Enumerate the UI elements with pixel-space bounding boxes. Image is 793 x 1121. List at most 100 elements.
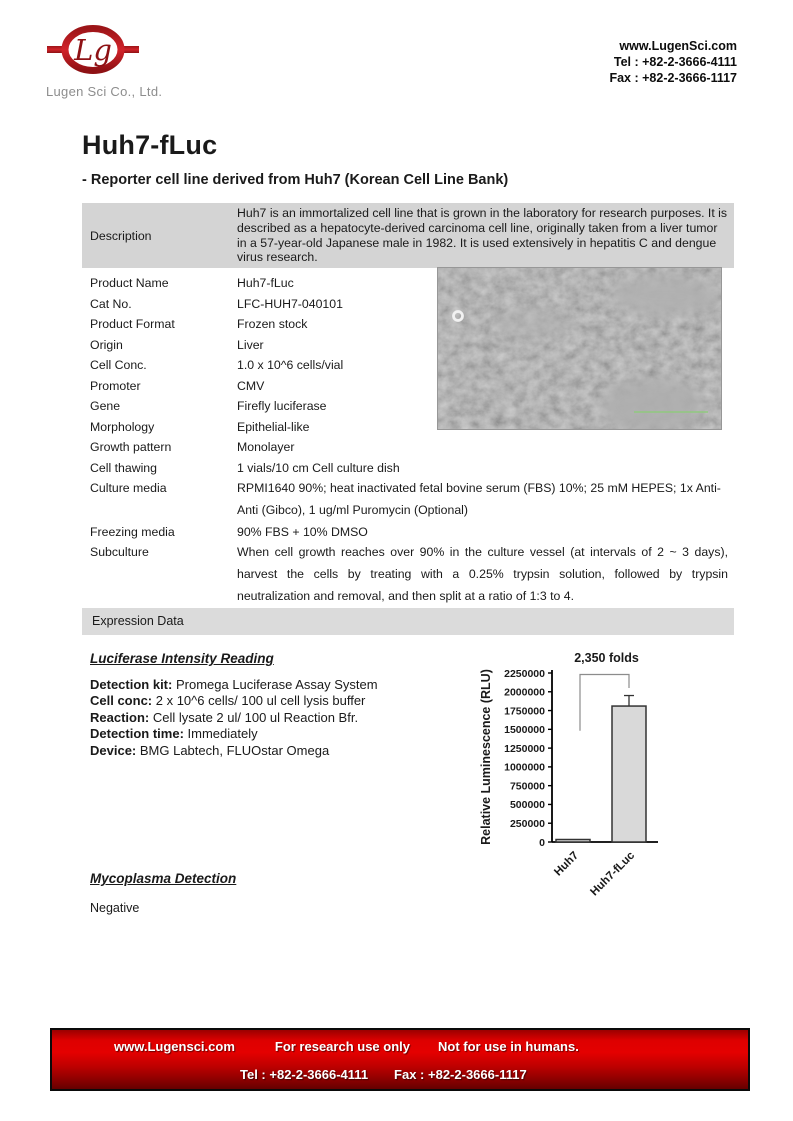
y-axis-title: Relative Luminescence (RLU) <box>479 669 493 845</box>
footer-bar: www.Lugensci.com For research use only Not… <box>50 1028 750 1091</box>
row-label: Cell thawing <box>90 460 157 475</box>
row-label: Gene <box>90 399 121 414</box>
table-row: Cell thawing 1 vials/10 cm Cell culture d… <box>82 458 734 479</box>
table-row: Product Name Huh7-fLuc <box>82 273 734 294</box>
detail-value: Promega Luciferase Assay System <box>175 677 378 692</box>
row-value: Firefly luciferase <box>237 399 327 414</box>
row-label: Product Format <box>90 317 175 332</box>
detail-line: Cell conc: 2 x 10^6 cells/ 100 ul cell l… <box>90 693 378 709</box>
row-label: Cat No. <box>90 296 132 311</box>
company-logo: Lg Lugen Sci Co., Ltd. <box>46 22 196 99</box>
y-tick-label: 500000 <box>510 799 545 811</box>
fold-bracket <box>579 673 630 731</box>
table-row: Cat No. LFC-HUH7-040101 <box>82 294 734 315</box>
y-tick-label: 2000000 <box>504 687 545 699</box>
logo-monogram: Lg <box>73 33 112 67</box>
y-tick-label: 0 <box>539 837 545 849</box>
chart-annotation: 2,350 folds <box>574 651 639 665</box>
footer-humans: Not for use in humans. <box>438 1039 579 1054</box>
table-row: Gene Firefly luciferase <box>82 396 734 417</box>
table-row: Promoter CMV <box>82 376 734 397</box>
company-name: Lugen Sci Co., Ltd. <box>46 84 163 99</box>
row-value: CMV <box>237 378 265 393</box>
footer-research-use: For research use only <box>274 1039 410 1054</box>
detail-value: 2 x 10^6 cells/ 100 ul cell lysis buffer <box>155 693 366 709</box>
detail-label: Detection time: <box>90 726 188 742</box>
luciferase-chart: 0 250000 500000 750000 1000000 1250000 1500000… <box>450 638 750 898</box>
row-value: Huh7-fLuc <box>237 276 294 291</box>
y-tick-label: 250000 <box>510 818 545 830</box>
y-tick-label: 750000 <box>510 780 545 792</box>
row-label: Description <box>90 228 152 243</box>
row-label: Product Name <box>90 276 169 291</box>
detail-line: Detection kit: Promega Luciferase Assay … <box>90 677 378 693</box>
row-value: 1.0 x 10^6 cells/vial <box>237 358 344 373</box>
table-row: Origin Liver <box>82 335 734 356</box>
expression-data-header: Expression Data <box>82 608 734 635</box>
row-label: Morphology <box>90 419 155 434</box>
row-value: 90% FBS + 10% DMSO <box>237 524 368 539</box>
table-row: Growth pattern Monolayer <box>82 437 734 458</box>
mycoplasma-heading: Mycoplasma Detection <box>90 871 237 886</box>
detail-label: Detection kit: <box>90 677 176 692</box>
luciferase-heading: Luciferase Intensity Reading <box>90 651 274 666</box>
row-value: Huh7 is an immortalized cell line that i… <box>237 206 728 265</box>
row-value: RPMI1640 90%; heat inactivated fetal bov… <box>237 481 721 517</box>
y-tick-label: 1000000 <box>504 762 545 774</box>
lugen-logo-icon: Lg <box>47 25 139 74</box>
y-tick-label: 1500000 <box>504 724 545 736</box>
row-label: Culture media <box>90 481 167 496</box>
detail-value: Cell lysate 2 ul/ 100 ul Reaction Bfr. <box>152 709 359 725</box>
row-label: Promoter <box>90 378 141 393</box>
info-table-rows: Product Name Huh7-fLuc Cat No. LFC-HUH7-040… <box>82 273 734 607</box>
row-value: 1 vials/10 cm Cell culture dish <box>237 460 400 475</box>
chart-svg: 0 250000 500000 750000 1000000 1250000 1500000… <box>479 651 658 898</box>
description-row: Description Huh7 is an immortalized cell… <box>82 203 734 269</box>
x-category-label: Huh7-fLuc <box>588 849 637 896</box>
row-label: Cell Conc. <box>90 358 147 373</box>
row-label: Freezing media <box>90 524 175 539</box>
website-text: www.LugenSci.com <box>619 39 737 53</box>
row-value: Frozen stock <box>237 317 308 332</box>
detail-line: Reaction: Cell lysate 2 ul/ 100 ul React… <box>90 710 378 726</box>
row-value: Epithelial-like <box>237 419 310 434</box>
floating-cell <box>452 310 464 322</box>
footer-website: www.Lugensci.com <box>114 1039 235 1054</box>
detail-label: Device: <box>90 742 140 758</box>
detail-line: Device: BMG Labtech, FLUOstar Omega <box>90 743 378 759</box>
table-row: Product Format Frozen stock <box>82 314 734 335</box>
bar-Huh7-fLuc <box>611 705 647 843</box>
micrograph-image <box>437 267 722 434</box>
luciferase-details: Detection kit: Promega Luciferase Assay … <box>90 677 378 759</box>
footer-tel: Tel : +82-2-3666-4111 <box>240 1067 369 1082</box>
footer-line2: Tel : +82-2-3666-4111 Fax : +82-2-3666-11… <box>240 1067 527 1082</box>
table-row: Morphology Epithelial-like <box>82 417 734 438</box>
row-label: Subculture <box>90 545 149 560</box>
fax-text: Fax : +82-2-3666-1117 <box>609 71 737 85</box>
table-row: Cell Conc. 1.0 x 10^6 cells/vial <box>82 355 734 376</box>
mycoplasma-result: Negative <box>90 901 140 915</box>
table-row: Freezing media 90% FBS + 10% DMSO <box>82 522 734 543</box>
page-subtitle: - Reporter cell line derived from Huh7 (… <box>82 172 509 188</box>
row-value: When cell growth reaches over 90% in the… <box>237 545 728 603</box>
y-tick-label: 2250000 <box>504 668 545 680</box>
bar-Huh7 <box>555 838 591 843</box>
detail-label: Reaction: <box>90 709 153 725</box>
y-tick-label: 1750000 <box>504 705 545 717</box>
detail-value: Immediately <box>187 726 258 742</box>
page-title: Huh7-fLuc <box>82 130 218 160</box>
table-row: Culture media RPMI1640 90%; heat inactiva… <box>82 478 734 521</box>
info-table: Description Huh7 is an immortalized cell… <box>82 203 734 607</box>
detail-line: Detection time: Immediately <box>90 726 378 742</box>
row-value: Liver <box>237 337 264 352</box>
x-category-label: Huh7 <box>552 850 581 879</box>
table-row: Subculture When cell growth reaches over … <box>82 542 734 607</box>
footer-fax: Fax : +82-2-3666-1117 <box>394 1067 527 1082</box>
row-value: Monolayer <box>237 440 295 455</box>
detail-label: Cell conc: <box>90 693 156 709</box>
header-contact: www.LugenSci.com Tel : +82-2-3666-4111 F… <box>609 38 737 86</box>
detail-value: BMG Labtech, FLUOstar Omega <box>139 742 330 758</box>
footer-line1: www.Lugensci.com For research use only Not… <box>114 1039 579 1054</box>
cell-micrograph-icon <box>438 268 721 434</box>
